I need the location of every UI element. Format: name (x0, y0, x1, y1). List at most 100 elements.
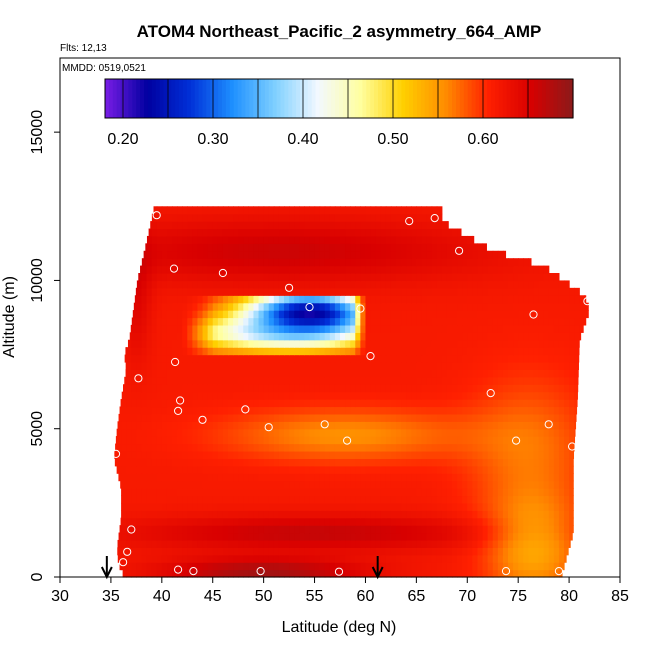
heatmap-cell (294, 517, 300, 526)
heatmap-cell (156, 458, 163, 467)
heatmap-cell (273, 258, 280, 267)
heatmap-cell (426, 339, 433, 348)
x-tick-label: 45 (204, 588, 222, 605)
heatmap-cell (161, 443, 168, 452)
heatmap-cell (304, 213, 311, 222)
heatmap-cell (365, 287, 372, 296)
heatmap-cell (538, 436, 545, 445)
heatmap-cell (380, 339, 387, 348)
heatmap-cell (508, 562, 514, 571)
heatmap-cell (497, 413, 504, 422)
heatmap-cell (324, 391, 331, 400)
heatmap-cell (263, 436, 270, 445)
heatmap-cell (299, 562, 305, 571)
heatmap-cell (187, 436, 193, 445)
heatmap-cell (233, 354, 239, 363)
heatmap-cell (299, 206, 305, 215)
heatmap-cell (197, 532, 204, 541)
heatmap-cell (217, 287, 224, 296)
heatmap-cell (370, 421, 377, 430)
heatmap-cell (431, 450, 438, 459)
heatmap-cell (497, 273, 504, 282)
heatmap-cell (141, 562, 148, 571)
heatmap-cell (187, 413, 193, 422)
sample-point (152, 211, 161, 220)
heatmap-cell (187, 339, 193, 348)
heatmap-cell (492, 458, 499, 467)
heatmap-cell (441, 399, 448, 408)
heatmap-cell (182, 361, 188, 370)
colorbar-swatch (272, 79, 278, 118)
heatmap-cell (518, 473, 524, 482)
heatmap-cell (324, 295, 331, 304)
heatmap-cell (263, 221, 270, 230)
heatmap-cell (579, 317, 585, 326)
mmdd-label: MMDD: 0519,0521 (62, 63, 146, 74)
heatmap-cell (380, 391, 387, 400)
heatmap-cell (294, 228, 300, 237)
heatmap-cell (299, 458, 305, 467)
heatmap-cell (502, 569, 509, 578)
heatmap-cell (248, 317, 255, 326)
heatmap-cell (294, 450, 300, 459)
heatmap-cell (324, 562, 331, 571)
heatmap-cell (477, 517, 484, 526)
heatmap-cell (452, 273, 458, 282)
heatmap-cell (222, 480, 229, 489)
colorbar-swatch (237, 79, 243, 118)
heatmap-cell (390, 235, 397, 244)
heatmap-cell (472, 436, 479, 445)
heatmap-cell (406, 354, 412, 363)
heatmap-cell (416, 280, 423, 289)
heatmap-cell (228, 206, 234, 215)
heatmap-cell (228, 450, 234, 459)
colorbar: 0.20 0.30 0.40 0.50 0.60 (104, 78, 574, 148)
heatmap-cell (289, 547, 295, 556)
heatmap-cell (258, 265, 265, 274)
heatmap-cell (309, 443, 316, 452)
heatmap-cell (284, 436, 290, 445)
heatmap-cell (416, 391, 423, 400)
heatmap-cell (243, 280, 249, 289)
heatmap-cell (177, 510, 183, 519)
heatmap-cell (401, 436, 407, 445)
heatmap-cell (141, 354, 148, 363)
heatmap-cell (360, 213, 367, 222)
heatmap-cell (217, 450, 224, 459)
heatmap-cell (182, 317, 188, 326)
heatmap-cell (324, 302, 331, 311)
heatmap-cell (133, 302, 137, 311)
heatmap-cell (253, 539, 260, 548)
heatmap-cell (574, 413, 577, 422)
heatmap-cell (268, 354, 275, 363)
heatmap-cell (390, 221, 397, 230)
heatmap-cell (533, 465, 540, 474)
heatmap-cell (385, 554, 392, 563)
heatmap-cell (411, 450, 417, 459)
heatmap-cell (238, 406, 244, 415)
heatmap-cell (192, 287, 199, 296)
heatmap-cell (197, 273, 204, 282)
heatmap-cell (396, 213, 402, 222)
heatmap-cell (118, 413, 122, 422)
heatmap-cell (258, 525, 265, 534)
heatmap-cell (462, 376, 468, 385)
heatmap-cell (324, 206, 331, 215)
heatmap-cell (487, 369, 494, 378)
heatmap-cell (558, 391, 565, 400)
heatmap-cell (350, 295, 356, 304)
heatmap-cell (385, 228, 392, 237)
heatmap-cell (436, 547, 443, 556)
heatmap-cell (345, 443, 351, 452)
heatmap-cell (452, 339, 458, 348)
heatmap-cell (294, 532, 300, 541)
colorbar-swatch (167, 79, 172, 118)
heatmap-cell (441, 324, 448, 333)
heatmap-cell (268, 332, 275, 341)
heatmap-cell (564, 480, 570, 489)
heatmap-cell (385, 391, 392, 400)
heatmap-cell (334, 525, 341, 534)
heatmap-cell (513, 480, 519, 489)
heatmap-cell (192, 525, 199, 534)
heatmap-cell (350, 206, 356, 215)
